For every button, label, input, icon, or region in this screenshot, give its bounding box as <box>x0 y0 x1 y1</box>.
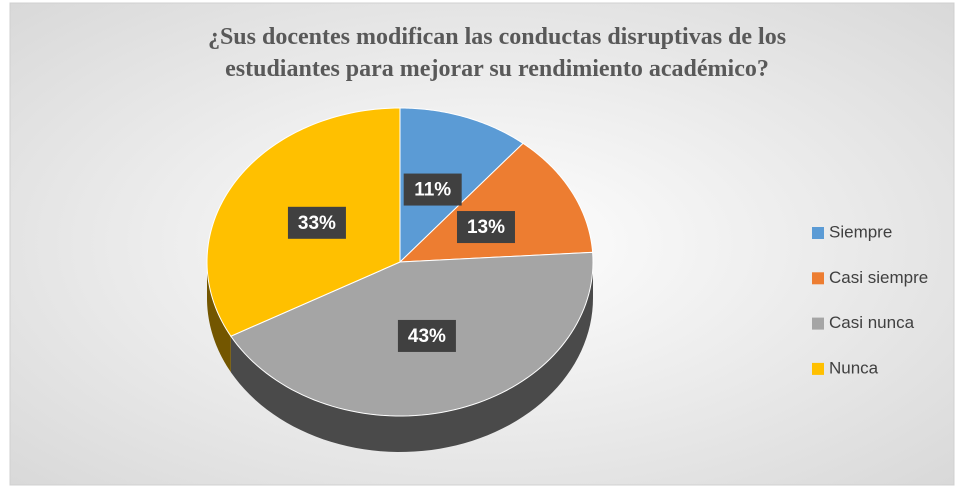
legend-swatch <box>812 227 824 239</box>
legend-label: Siempre <box>829 222 892 241</box>
legend-label: Casi nunca <box>829 313 915 332</box>
chart-title: estudiantes para mejorar su rendimiento … <box>225 56 769 82</box>
chart-title: ¿Sus docentes modifican las conductas di… <box>208 24 786 50</box>
legend-swatch <box>812 317 824 330</box>
legend-swatch <box>812 362 824 375</box>
data-label-box <box>456 211 515 244</box>
legend-label: Nunca <box>829 358 879 377</box>
data-label: 13% <box>467 217 505 238</box>
pie-side <box>230 262 594 452</box>
legend-swatch <box>812 272 824 285</box>
data-label: 43% <box>408 326 446 347</box>
legend-label: Casi siempre <box>829 268 928 287</box>
pie-slice <box>398 142 594 263</box>
data-label: 33% <box>298 213 336 234</box>
data-label: 11% <box>414 180 451 201</box>
data-label-box <box>397 319 456 352</box>
pie-side <box>207 262 231 373</box>
data-label-box <box>287 206 346 239</box>
data-label-box <box>403 173 462 206</box>
